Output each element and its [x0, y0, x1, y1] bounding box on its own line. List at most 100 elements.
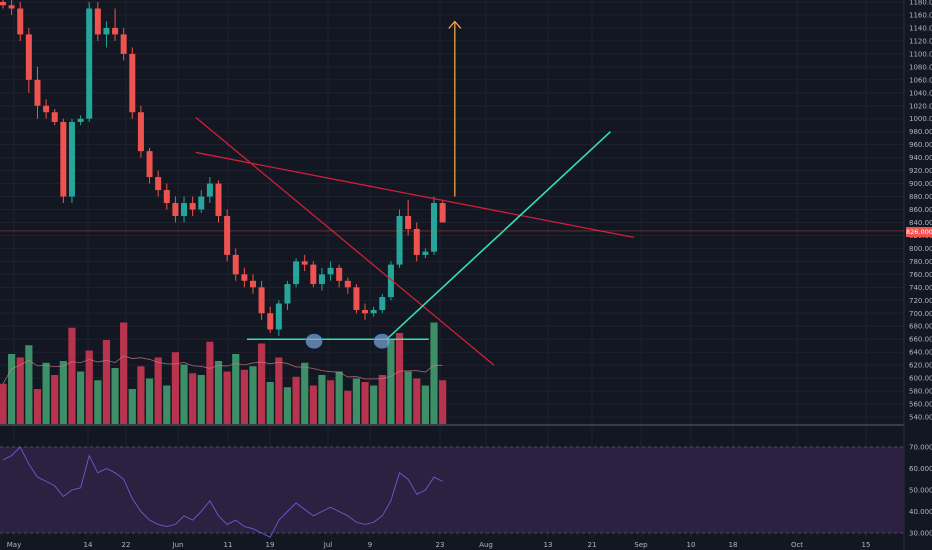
price-tick-label: 880.00 [909, 193, 932, 201]
current-price-badge: 826.0000 [906, 227, 932, 237]
candle-body [439, 203, 446, 223]
time-tick-label: 10 [687, 541, 696, 549]
candle-body [258, 287, 265, 314]
time-tick-label: 13 [544, 541, 553, 549]
price-tick-label: 1140.00 [909, 24, 932, 32]
volume-bar [180, 364, 188, 424]
candle-body [181, 203, 188, 216]
time-tick-label: 9 [368, 541, 372, 549]
volume-bar [33, 389, 42, 424]
volume-bar [120, 322, 128, 424]
rsi-tick-label: 50.0000 [909, 487, 932, 495]
candle-body [327, 267, 334, 275]
volume-bar [25, 345, 33, 424]
rsi-tick-label: 30.0000 [909, 530, 932, 538]
candle-body [17, 8, 24, 35]
volume-bar [439, 380, 447, 424]
price-tick-label: 660.00 [909, 336, 932, 344]
price-tick-label: 1160.00 [909, 11, 932, 19]
volume-bar [111, 368, 119, 424]
candle-body [103, 27, 110, 35]
volume-bar [232, 354, 240, 424]
price-tick-label: 1000.00 [909, 115, 932, 123]
time-tick-label: 23 [436, 541, 445, 549]
candle-body [362, 310, 369, 314]
candle-body [284, 284, 291, 304]
rsi-tick-label: 70.0000 [909, 444, 932, 452]
candle-body [413, 228, 420, 255]
candle-body [318, 274, 325, 285]
candle-body [224, 215, 231, 255]
candle-body [120, 34, 127, 54]
volume-bar [206, 341, 214, 424]
candle-body [198, 196, 205, 210]
resistance-trend-line [195, 151, 634, 239]
time-tick-label: Sep [634, 541, 648, 549]
candle-body [60, 121, 67, 197]
price-tick-label: 800.00 [909, 245, 932, 253]
time-tick-label: 18 [729, 541, 738, 549]
volume-bar [344, 390, 352, 424]
volume-bar [258, 343, 266, 424]
time-tick-label: Aug [479, 541, 493, 549]
volume-bar [137, 366, 145, 424]
volume-bar [361, 382, 369, 424]
volume-bar [301, 362, 309, 424]
volume-bar [413, 378, 421, 424]
price-tick-label: 680.00 [909, 323, 932, 331]
volume-bar [85, 350, 93, 424]
candle-body [387, 264, 394, 298]
price-tick-label: 640.00 [909, 349, 932, 357]
volume-bar [59, 361, 67, 424]
volume-bar [197, 375, 205, 424]
highlight-ellipse [305, 333, 323, 349]
price-tick-label: 1100.00 [909, 50, 932, 58]
price-tick-label: 560.00 [909, 401, 932, 409]
price-tick-label: 540.00 [909, 414, 932, 422]
price-tick-label: 700.00 [909, 310, 932, 318]
candle-body [344, 280, 351, 288]
candle-body [155, 177, 162, 191]
candle-body [353, 287, 360, 311]
price-tick-label: 1020.00 [909, 102, 932, 110]
volume-bar [370, 385, 378, 424]
price-tick-label: 940.00 [909, 154, 932, 162]
price-tick-label: 840.00 [909, 219, 932, 227]
time-axis[interactable]: May 14 22 Jun 11 19 Jul 9 23 Aug 13 21 Sep 10 18 Oct 15 [7, 541, 871, 549]
candle-body [310, 264, 317, 285]
drawing-annotations[interactable] [195, 20, 634, 366]
candle-body [379, 297, 386, 311]
volume-bar [171, 352, 179, 424]
price-tick-label: 900.00 [909, 180, 932, 188]
price-tick-label: 860.00 [909, 206, 932, 214]
time-tick-label: Jul [323, 541, 333, 549]
downtrend-line [195, 116, 495, 366]
volume-bar [266, 382, 274, 424]
candle-body [94, 8, 101, 35]
candlesticks[interactable] [0, 0, 446, 336]
volume-bar [51, 375, 59, 424]
volume-bar [326, 380, 335, 424]
volume-bar [214, 361, 223, 424]
candle-body [51, 112, 58, 122]
time-tick-label: 19 [266, 541, 275, 549]
rsi-indicator [0, 446, 904, 538]
volume-bar [283, 387, 292, 424]
candle-body [301, 261, 308, 265]
rsi-tick-label: 60.0000 [909, 465, 932, 473]
volume-bar [94, 380, 102, 424]
price-tick-label: 960.00 [909, 141, 932, 149]
price-axis[interactable]: 1180.00 1160.00 1140.00 1120.00 1100.00 1080.… [909, 0, 932, 422]
price-tick-label: 1040.00 [909, 89, 932, 97]
volume-bar [76, 371, 85, 424]
volume-bar [8, 354, 16, 424]
rsi-band [0, 447, 904, 533]
candle-body [232, 254, 239, 275]
volume-average-line [2, 355, 443, 384]
volume-bar [335, 371, 343, 424]
time-tick-label: Oct [791, 541, 803, 549]
candle-body [249, 280, 256, 288]
price-tick-label: 780.00 [909, 258, 932, 266]
candle-body [189, 203, 196, 210]
